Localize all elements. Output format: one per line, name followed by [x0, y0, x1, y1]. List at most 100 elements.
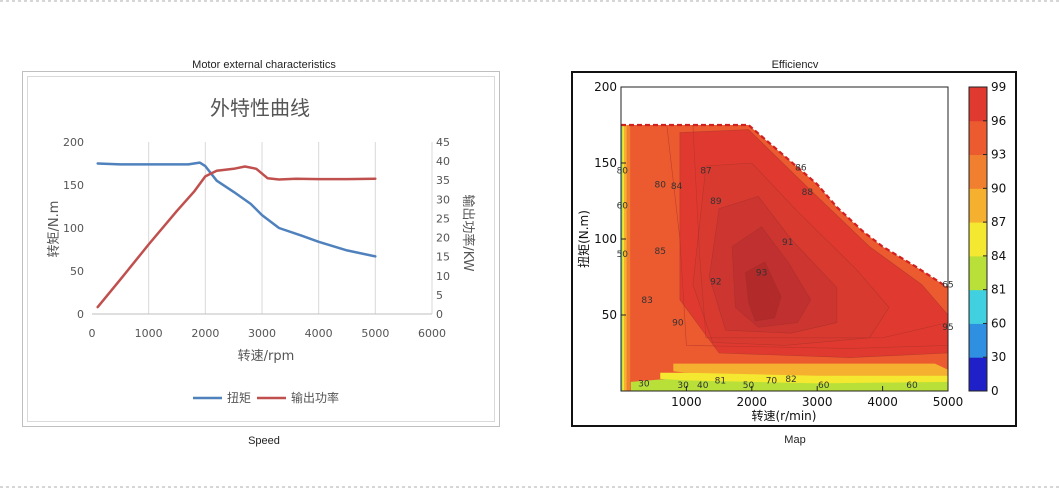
- map-x-tick-label: 5000: [933, 395, 964, 409]
- map-outside-region: [621, 87, 948, 288]
- map-contour-label: 80: [617, 167, 629, 177]
- map-contour-line-0: [666, 124, 948, 349]
- map-contour-label: 85: [655, 247, 666, 257]
- map-contour-label: 30: [638, 379, 650, 389]
- map-contour-label: 50: [617, 250, 629, 260]
- map-contour-label: 82: [785, 375, 796, 385]
- left-chart-x-axis-label: 转速/rpm: [238, 349, 295, 364]
- map-contour-label: 91: [782, 238, 793, 248]
- map-contour-label: 60: [818, 381, 830, 391]
- left-chart-y2-tick-label: 0: [436, 308, 443, 321]
- map-y-axis-label: 扭矩(N.m): [577, 210, 591, 268]
- left-chart-y2-axis-label: 输出功率/KW: [460, 194, 476, 271]
- map-contour-label: 60: [617, 202, 629, 212]
- left-chart-y-tick-label: 200: [63, 136, 84, 149]
- map-y-tick-label: 150: [594, 156, 617, 170]
- map-contour-label: 50: [743, 381, 755, 391]
- colorbar-tick-label: 96: [991, 114, 1006, 128]
- map-contour-label: 89: [710, 197, 722, 207]
- map-contour-label: 80: [655, 180, 667, 190]
- left-chart-legend: 扭矩 输出功率: [193, 390, 339, 405]
- left-chart-inner-frame: [27, 76, 495, 422]
- colorbar-tick-label: 30: [991, 350, 1006, 364]
- left-figure-bottom-caption: Speed: [248, 435, 280, 447]
- right-figure-top-caption: Efficiencv: [771, 59, 819, 71]
- left-chart-x-tick-label: 0: [89, 327, 96, 340]
- colorbar-tick-label: 84: [991, 249, 1006, 263]
- left-chart-y2-tick-label: 40: [436, 155, 450, 168]
- map-contour-label: 87: [700, 167, 711, 177]
- left-chart-y-tick-label: 50: [70, 265, 84, 278]
- left-chart-y-tick-label: 100: [63, 222, 84, 235]
- left-chart-y2-tick-label: 10: [436, 270, 450, 283]
- map-band-87: [630, 125, 680, 391]
- left-chart-y-axis-label: 转矩/N.m: [47, 201, 62, 258]
- left-chart-y2-tick-label: 35: [436, 174, 450, 187]
- colorbar-tick-label: 93: [991, 148, 1006, 162]
- colorbar-tick-label: 81: [991, 283, 1006, 297]
- map-y-tick-label: 200: [594, 80, 617, 94]
- colorbar-segment: [969, 154, 987, 189]
- left-chart-x-tick-label: 1000: [135, 327, 163, 340]
- left-figure-top-caption: Motor external characteristics: [192, 59, 336, 71]
- map-bottom-strip-84: [673, 363, 948, 376]
- left-chart-x-tick-label: 6000: [418, 327, 446, 340]
- colorbar-segment: [969, 323, 987, 358]
- bottom-dotted-border: [0, 486, 1059, 488]
- map-y-tick-label: 50: [602, 308, 617, 322]
- map-efficiency-island-4: [744, 261, 782, 322]
- colorbar-segment: [969, 120, 987, 156]
- map-contour-label: 81: [715, 376, 726, 386]
- left-chart-x-tick-label: 4000: [305, 327, 333, 340]
- map-x-tick-label: 3000: [802, 395, 833, 409]
- colorbar-tick-label: 60: [991, 316, 1006, 330]
- colorbar-tick-label: 0: [991, 384, 999, 398]
- left-chart-y2-tick-label: 25: [436, 212, 450, 225]
- external-characteristics-chart: 0 1000 2000 3000 4000 5000 6000050100150200051…: [22, 71, 500, 427]
- legend-label-power: 输出功率: [291, 390, 339, 405]
- map-contour-label: 88: [802, 188, 814, 198]
- left-chart-y2-tick-label: 30: [436, 193, 450, 206]
- colorbar-tick-label: 99: [991, 80, 1006, 94]
- left-chart-x-tick-label: 2000: [191, 327, 219, 340]
- colorbar-border: [968, 86, 988, 392]
- left-chart-y2-tick-label: 5: [436, 289, 443, 302]
- left-chart-series-line-power: [96, 165, 377, 309]
- colorbar-segment: [969, 188, 987, 223]
- map-y-tick-label: 100: [594, 232, 617, 246]
- map-contour-label: 83: [641, 296, 652, 306]
- left-chart-x-tick-label: 5000: [361, 327, 389, 340]
- left-chart-x-tick-label: 3000: [248, 327, 276, 340]
- map-contour-label: 84: [671, 182, 683, 192]
- map-contour-line-1: [692, 124, 948, 339]
- legend-label-torque: 扭矩: [227, 391, 251, 405]
- map-contour-label: 86: [795, 164, 807, 174]
- left-chart-y2-tick-label: 20: [436, 232, 450, 245]
- map-contour-label: 90: [672, 319, 684, 329]
- map-contour-label: 70: [766, 376, 778, 386]
- map-contour-label: 92: [710, 278, 721, 288]
- left-chart-y-tick-label: 0: [77, 308, 84, 321]
- map-contour-label: 30: [677, 381, 689, 391]
- map-x-tick-label: 2000: [737, 395, 768, 409]
- left-chart-outer-frame: [22, 71, 500, 427]
- map-torque-boundary-line: [621, 123, 948, 289]
- right-figure-bottom-caption: Map: [784, 434, 806, 446]
- left-chart-series-line-torque: [96, 161, 377, 258]
- colorbar-segment: [969, 222, 987, 257]
- map-x-tick-label: 1000: [671, 395, 702, 409]
- left-chart-y2-tick-label: 15: [436, 251, 450, 264]
- left-chart-title: 外特性曲线: [210, 96, 310, 120]
- map-contour-label: 93: [756, 268, 767, 278]
- map-contour-label: 40: [697, 381, 709, 391]
- colorbar-segment: [969, 289, 987, 324]
- map-x-axis-label: 转速(r/min): [752, 408, 817, 423]
- colorbar-segment: [969, 87, 987, 122]
- map-contour-label: 60: [906, 381, 918, 391]
- left-chart-y2-tick-label: 45: [436, 136, 450, 149]
- colorbar-segment: [969, 255, 987, 291]
- colorbar-tick-label: 90: [991, 181, 1006, 195]
- left-chart-y-tick-label: 150: [63, 179, 84, 192]
- top-dotted-border: [0, 0, 1059, 2]
